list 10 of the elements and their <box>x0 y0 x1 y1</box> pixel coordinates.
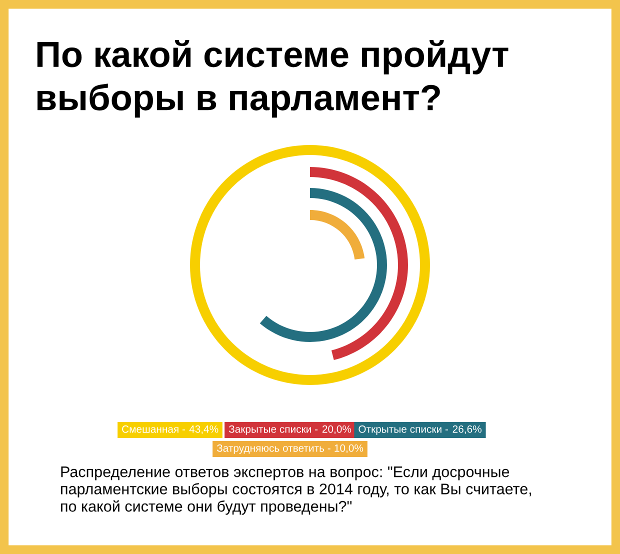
data-label: 10,0% <box>334 444 364 454</box>
category-label: Смешанная - <box>122 425 186 433</box>
category-label: Закрытые списки - <box>228 425 318 435</box>
text: По какой системе пройдут выборы в парламент? <box>37 40 508 118</box>
data-label: 26,6% <box>452 425 482 434</box>
category-label: Затрудняюсь ответить - <box>216 444 330 454</box>
category-label: Открытые списки - <box>358 425 448 435</box>
data-label: 20,0% <box>322 425 352 434</box>
data-label: 43,4% <box>189 425 218 434</box>
text: Распределение ответов экспертов на вопрос: "Если досрочные парламентские выборы состоятся в 2014 году, то как Вы считаете, по какой системе они будут проведены?" <box>61 466 531 515</box>
